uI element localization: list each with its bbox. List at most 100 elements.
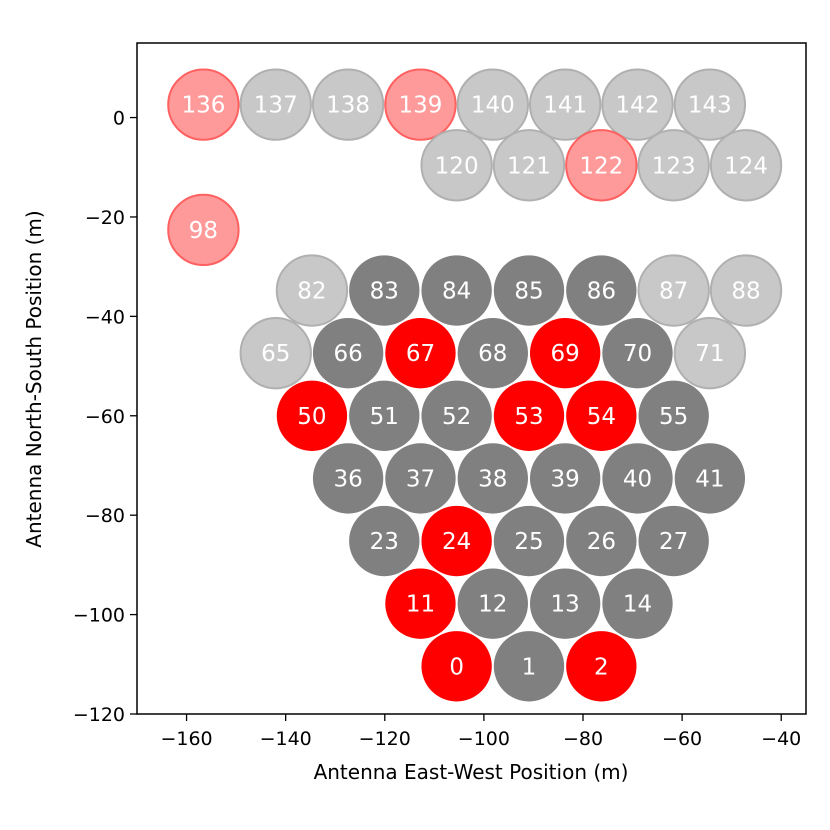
antenna-marker: 0 xyxy=(421,631,492,702)
antenna-number-label: 55 xyxy=(659,404,688,430)
antenna-circle xyxy=(673,316,747,390)
antenna-circle xyxy=(493,380,565,451)
antenna-circle xyxy=(529,443,601,514)
x-axis-label: Antenna East-West Position (m) xyxy=(314,760,629,784)
antenna-marker: 27 xyxy=(638,505,709,577)
antenna-circle xyxy=(673,68,747,141)
antenna-marker: 13 xyxy=(529,568,601,639)
antenna-circle xyxy=(602,443,673,514)
antenna-number-label: 27 xyxy=(659,529,688,555)
x-tick-label: −80 xyxy=(563,728,603,750)
antenna-circle xyxy=(349,380,420,451)
antenna-number-label: 51 xyxy=(370,404,399,430)
antenna-circle xyxy=(349,505,420,577)
antenna-circle xyxy=(709,254,783,327)
antenna-marker: 50 xyxy=(276,380,348,451)
antenna-marker: 14 xyxy=(602,568,673,639)
antenna-circle xyxy=(637,129,710,202)
antenna-circle xyxy=(421,380,492,451)
antenna-number-label: 14 xyxy=(623,592,652,618)
antenna-number-label: 86 xyxy=(587,279,616,305)
antenna-marker: 88 xyxy=(709,254,783,327)
antenna-number-label: 11 xyxy=(406,592,435,618)
antenna-number-label: 25 xyxy=(514,529,543,555)
antenna-circle xyxy=(239,316,312,390)
antenna-number-label: 82 xyxy=(297,279,326,305)
antenna-number-label: 37 xyxy=(406,466,435,492)
antenna-number-label: 24 xyxy=(442,529,471,555)
antenna-marker: 137 xyxy=(239,68,312,141)
antenna-number-label: 26 xyxy=(587,529,616,555)
antenna-circle xyxy=(529,568,601,639)
antenna-marker: 121 xyxy=(492,129,566,202)
antenna-circle xyxy=(638,380,709,451)
antenna-marker: 38 xyxy=(457,443,528,514)
antenna-number-label: 40 xyxy=(623,466,652,492)
antenna-circle xyxy=(385,317,456,389)
antenna-circle xyxy=(457,568,528,639)
x-tick-label: −140 xyxy=(260,728,312,750)
antenna-circle xyxy=(385,568,456,639)
antenna-marker: 85 xyxy=(493,255,565,326)
antenna-number-label: 143 xyxy=(688,93,732,119)
antenna-marker: 140 xyxy=(456,68,529,141)
antenna-circle xyxy=(420,129,493,202)
antenna-circle xyxy=(239,68,312,141)
antenna-number-label: 139 xyxy=(399,93,443,119)
antenna-marker: 84 xyxy=(421,255,492,326)
antenna-number-label: 2 xyxy=(594,654,609,680)
y-tick-label: −100 xyxy=(73,605,125,627)
antenna-circle xyxy=(601,68,674,141)
antenna-marker: 24 xyxy=(421,505,492,577)
antenna-marker: 69 xyxy=(529,317,601,389)
antenna-number-label: 85 xyxy=(514,279,543,305)
antenna-marker: 54 xyxy=(566,380,637,451)
antenna-number-label: 69 xyxy=(551,341,580,367)
antenna-marker: 139 xyxy=(384,68,457,141)
antenna-marker: 36 xyxy=(312,443,384,514)
antenna-circle xyxy=(167,193,240,267)
antenna-number-label: 87 xyxy=(659,279,688,305)
antenna-marker: 124 xyxy=(709,129,783,202)
antenna-number-label: 140 xyxy=(471,93,515,119)
antenna-circle xyxy=(638,505,709,577)
antenna-marker: 23 xyxy=(349,505,420,577)
antenna-marker: 143 xyxy=(673,68,747,141)
antenna-circle xyxy=(421,631,492,702)
antenna-number-label: 71 xyxy=(695,341,724,367)
y-tick-label: 0 xyxy=(113,108,125,130)
antenna-circle xyxy=(566,505,637,577)
antenna-number-label: 124 xyxy=(724,153,768,179)
antenna-number-label: 23 xyxy=(370,529,399,555)
antenna-number-label: 68 xyxy=(478,341,507,367)
x-axis-ticks: −160 −140 −120 −100 −80 −60 −40 xyxy=(160,714,801,750)
antenna-number-label: 39 xyxy=(551,466,580,492)
antenna-circle xyxy=(566,631,637,702)
antenna-marker: 70 xyxy=(602,317,673,389)
antenna-number-label: 70 xyxy=(623,341,652,367)
antenna-marker: 123 xyxy=(637,129,710,202)
x-tick-label: −40 xyxy=(761,728,801,750)
plot-frame xyxy=(136,42,807,715)
antenna-circle xyxy=(529,317,601,389)
antenna-circle xyxy=(565,129,638,202)
antenna-marker: 66 xyxy=(312,317,384,389)
antenna-number-label: 0 xyxy=(449,654,464,680)
antenna-marker: 122 xyxy=(565,129,638,202)
antenna-marker: 86 xyxy=(566,255,637,326)
antenna-number-label: 120 xyxy=(435,153,479,179)
antenna-marker: 55 xyxy=(638,380,709,451)
antenna-marker: 83 xyxy=(349,255,420,326)
antenna-marker: 52 xyxy=(421,380,492,451)
antenna-circle xyxy=(492,129,566,202)
antenna-circle xyxy=(421,505,492,577)
antenna-marker: 136 xyxy=(167,68,240,141)
antenna-number-label: 123 xyxy=(652,153,696,179)
antenna-number-label: 138 xyxy=(326,93,370,119)
antenna-marker: 138 xyxy=(311,68,385,141)
antenna-circle xyxy=(349,255,420,326)
antenna-marker: 98 xyxy=(167,193,240,267)
antenna-circle xyxy=(457,443,528,514)
antenna-circle xyxy=(709,129,783,202)
